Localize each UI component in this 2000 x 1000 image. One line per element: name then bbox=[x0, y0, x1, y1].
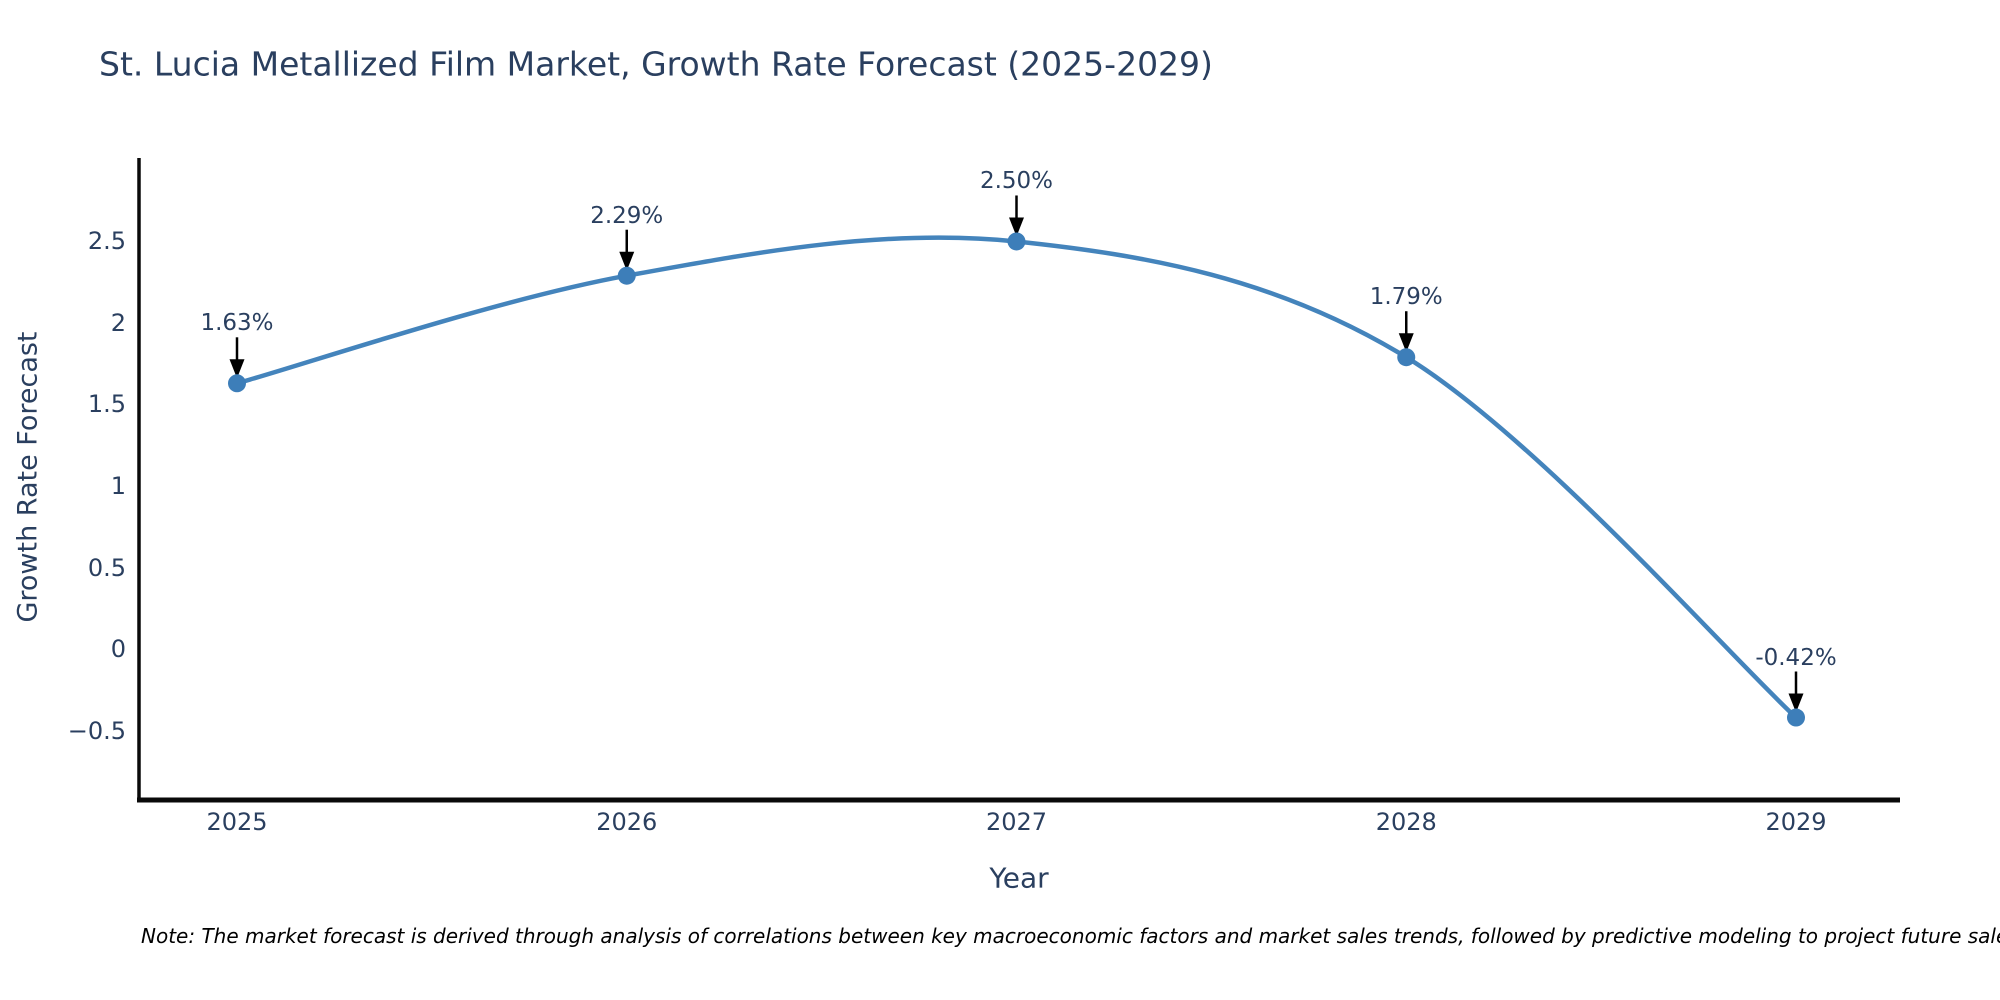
footnote: Note: The market forecast is derived thr… bbox=[141, 924, 2000, 948]
annotation-arrowhead-icon bbox=[1788, 693, 1804, 713]
data-point-value-label: 2.50% bbox=[979, 168, 1054, 195]
data-point-marker[interactable] bbox=[1007, 232, 1026, 251]
chart-title: St. Lucia Metallized Film Market, Growth… bbox=[99, 44, 1213, 84]
x-tick-label: 2025 bbox=[206, 808, 268, 836]
annotation-arrowhead-icon bbox=[619, 251, 635, 271]
data-point-marker[interactable] bbox=[617, 266, 636, 285]
y-tick-label: 0.5 bbox=[87, 553, 126, 582]
data-point-marker[interactable] bbox=[1787, 708, 1805, 727]
annotation-arrowhead-icon bbox=[1398, 333, 1414, 353]
x-tick-label: 2029 bbox=[1765, 808, 1827, 836]
y-tick-label: 2.5 bbox=[87, 227, 126, 256]
data-point-marker[interactable] bbox=[228, 374, 246, 393]
data-point-value-label: 1.79% bbox=[1369, 284, 1443, 311]
data-point-value-label: -0.42% bbox=[1755, 644, 1837, 671]
y-tick-label: 1 bbox=[110, 472, 126, 500]
x-tick-label: 2027 bbox=[985, 808, 1048, 836]
y-tick-label: 1.5 bbox=[87, 390, 126, 419]
x-tick-label: 2028 bbox=[1375, 808, 1437, 836]
data-point-marker[interactable] bbox=[1397, 348, 1416, 367]
y-tick-label: −0.5 bbox=[67, 716, 126, 745]
growth-rate-spline-line bbox=[234, 235, 1799, 720]
annotation-arrowhead-icon bbox=[1009, 217, 1024, 237]
y-tick-label: 2 bbox=[110, 308, 126, 337]
data-point-value-label: 1.63% bbox=[200, 310, 274, 337]
y-tick-label: 0 bbox=[110, 635, 126, 664]
annotation-arrowhead-icon bbox=[229, 359, 245, 379]
data-point-value-label: 2.29% bbox=[590, 202, 664, 229]
x-tick-label: 2026 bbox=[596, 808, 658, 836]
x-axis-title: Year bbox=[989, 861, 1049, 895]
